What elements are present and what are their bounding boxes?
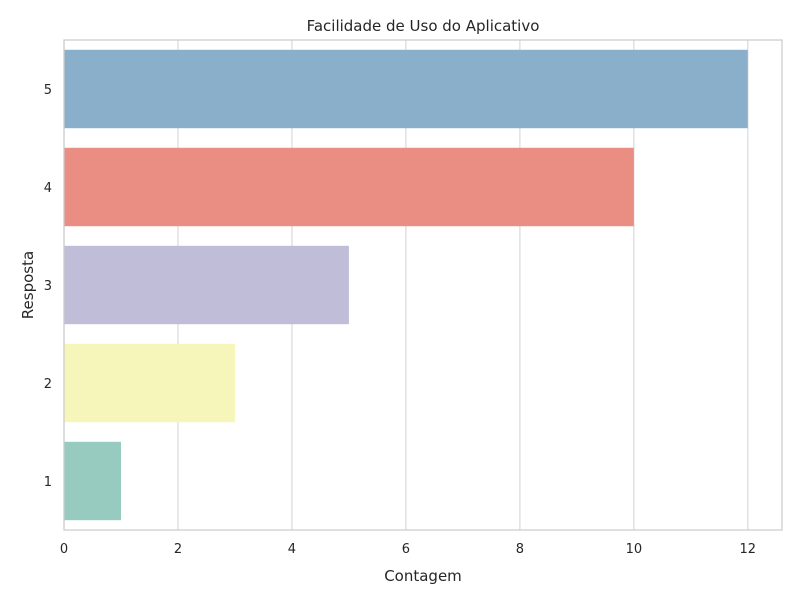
x-tick-label: 2 (174, 542, 182, 557)
plot-frame (63, 39, 783, 531)
x-tick-label: 10 (626, 542, 643, 557)
y-axis-label: Resposta (19, 251, 37, 319)
x-tick-label: 12 (740, 542, 757, 557)
bar-resposta-2 (64, 343, 235, 423)
x-tick-labels: 0 2 4 6 8 10 12 (60, 542, 756, 557)
x-tick-label: 4 (288, 542, 296, 557)
y-tick-label: 3 (44, 279, 52, 294)
bar-resposta-3 (64, 245, 349, 325)
bar-resposta-4 (64, 147, 634, 227)
y-tick-labels: 5 4 3 2 1 (44, 83, 52, 490)
y-tick-label: 4 (44, 181, 52, 196)
x-tick-label: 0 (60, 542, 68, 557)
bars (64, 49, 748, 521)
x-tick-label: 8 (516, 542, 524, 557)
chart-title: Facilidade de Uso do Aplicativo (307, 17, 540, 35)
bar-resposta-1 (64, 441, 121, 521)
y-tick-label: 5 (44, 83, 52, 98)
bar-resposta-5 (64, 49, 748, 129)
y-tick-label: 2 (44, 377, 52, 392)
x-tick-label: 6 (402, 542, 410, 557)
y-tick-label: 1 (44, 475, 52, 490)
x-axis-label: Contagem (384, 567, 462, 585)
